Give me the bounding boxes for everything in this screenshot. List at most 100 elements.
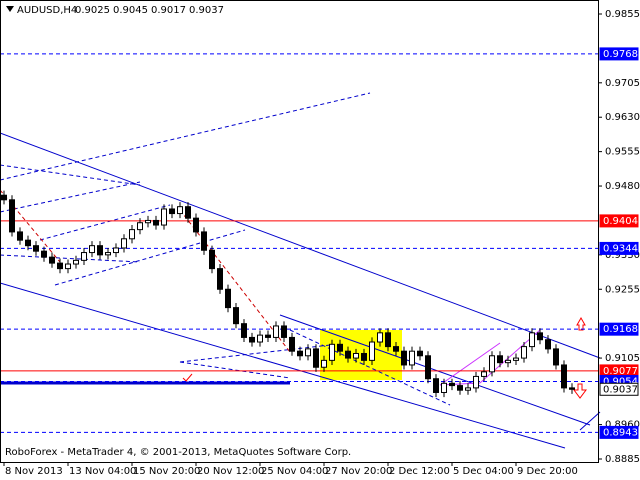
level-label: 0.8943: [603, 427, 638, 438]
candle-body: [57, 262, 63, 270]
candle-body: [241, 323, 247, 338]
candle-body: [473, 375, 479, 389]
candle-body: [273, 325, 279, 338]
candle-body: [265, 334, 271, 338]
trend-line: [579, 411, 601, 431]
candle-body: [25, 239, 31, 247]
candle-body: [145, 219, 151, 224]
y-tick-label: 0.8885: [605, 454, 640, 465]
y-tick-label: 0.9705: [605, 78, 640, 89]
candle-body: [385, 332, 391, 348]
candle-body: [337, 343, 343, 352]
x-tick-label: 20 Nov 12:00: [197, 466, 264, 477]
candle-body: [305, 348, 311, 357]
candle-body: [353, 352, 359, 359]
candle-body: [169, 208, 175, 215]
candle-body: [393, 346, 399, 352]
candle-body: [249, 336, 255, 343]
arrow-up: [576, 316, 586, 331]
candle-body: [193, 217, 199, 233]
candle-body: [553, 348, 559, 366]
price-axis: 0.9855 0.9705 0.9630 0.9555 0.9480 0.9330 0.92…: [3, 9, 640, 477]
candle-body: [409, 350, 415, 366]
candle-body: [257, 334, 263, 343]
candle-body: [9, 199, 15, 233]
candle-body: [513, 357, 519, 361]
level-label-box: [599, 382, 639, 396]
level-labels: 0.9768 0.9404 0.9344 0.9168 0.90770.90540.90…: [599, 47, 639, 439]
x-tick-label: 25 Nov 04:00: [261, 466, 328, 477]
trend-line: [279, 314, 591, 426]
ohlc-value: 0.9025: [75, 5, 110, 16]
candle-body: [177, 206, 183, 215]
candle-body: [73, 259, 79, 265]
level-label-box: [599, 214, 639, 228]
level-label-box: [599, 241, 639, 255]
level-label: 0.9768: [603, 49, 638, 60]
candle-body: [361, 352, 367, 361]
candles: [1, 190, 575, 398]
candle-body: [289, 336, 295, 352]
symbol: AUDUSD,H4: [17, 5, 77, 16]
candle-body: [209, 249, 215, 270]
wave-line: [439, 342, 501, 386]
candle-body: [425, 355, 431, 380]
candle-body: [433, 378, 439, 393]
candle-body: [97, 245, 103, 256]
candle-body: [321, 359, 327, 368]
candle-body: [137, 222, 143, 231]
candle-body: [537, 332, 543, 341]
candle-body: [441, 382, 447, 393]
y-tick-label: 0.9105: [605, 353, 640, 364]
trend-line: [289, 329, 451, 406]
candle-body: [1, 194, 7, 201]
candle-body: [417, 350, 423, 357]
trend-line: [0, 132, 601, 359]
candle-body: [497, 355, 503, 364]
trend-line: [54, 229, 246, 286]
candle-body: [505, 359, 511, 364]
trend-line: [179, 209, 291, 353]
candle-body: [153, 219, 159, 226]
x-tick-label: 15 Nov 20:00: [133, 466, 200, 477]
ohlc-readout: 0.9025 0.9045 0.9017 0.9037: [75, 5, 224, 16]
trend-line: [0, 254, 141, 263]
candle-body: [65, 263, 71, 270]
x-tick-label: 9 Dec 20:00: [517, 466, 578, 477]
candle-body: [465, 387, 471, 391]
trend-line: [0, 164, 141, 186]
level-label-box: [599, 322, 639, 336]
candle-body: [369, 341, 375, 361]
candle-body: [449, 382, 455, 387]
trend-line: [0, 282, 566, 449]
trend-line: [39, 204, 171, 241]
candle-body: [313, 348, 319, 368]
level-label: 0.9168: [603, 324, 638, 335]
candle-body: [185, 206, 191, 219]
y-tick-label: 0.9255: [605, 284, 640, 295]
candle-body: [561, 364, 567, 389]
x-tick-label: 27 Nov 20:00: [325, 466, 392, 477]
trend-line: [0, 92, 371, 181]
candle-body: [113, 247, 119, 254]
arrow-down: [573, 383, 587, 399]
candle-body: [329, 343, 335, 361]
candle-body: [401, 350, 407, 366]
level-label: 0.9404: [603, 216, 638, 227]
candle-body: [297, 350, 303, 357]
candle-body: [225, 288, 231, 309]
ohlc-value: 0.9017: [151, 5, 186, 16]
symbol-icon: [6, 6, 14, 12]
y-tick-label: 0.9480: [605, 181, 640, 192]
level-label: 0.9344: [603, 243, 638, 254]
candle-body: [217, 268, 223, 290]
candle-body: [49, 256, 55, 264]
footer: RoboForex - MetaTrader 4, © 2001-2013, M…: [5, 447, 351, 458]
trend-lines: [0, 92, 601, 449]
candle-body: [121, 238, 127, 249]
candle-body: [345, 350, 351, 359]
candle-body: [521, 346, 527, 359]
candle-body: [33, 245, 39, 252]
candle-body: [129, 229, 135, 240]
